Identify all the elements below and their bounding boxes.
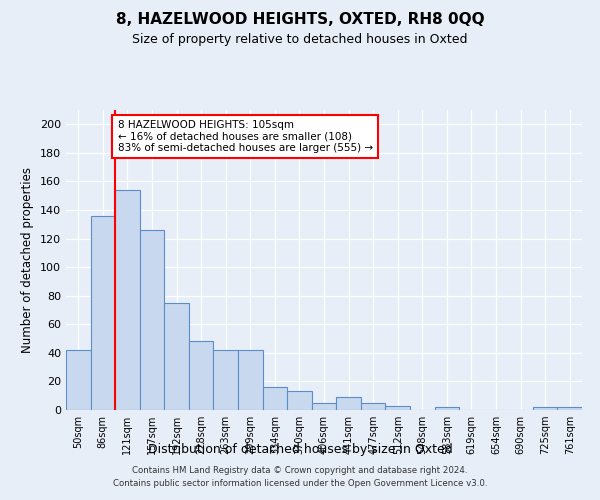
Text: Size of property relative to detached houses in Oxted: Size of property relative to detached ho…	[132, 32, 468, 46]
Bar	[164, 303, 189, 410]
Bar	[263, 387, 287, 410]
Bar	[336, 397, 361, 410]
Bar	[115, 190, 140, 410]
Bar	[385, 406, 410, 410]
Bar	[287, 392, 312, 410]
Text: Distribution of detached houses by size in Oxted: Distribution of detached houses by size …	[148, 442, 452, 456]
Bar	[66, 350, 91, 410]
Bar	[214, 350, 238, 410]
Bar	[91, 216, 115, 410]
Bar	[189, 342, 214, 410]
Text: 8 HAZELWOOD HEIGHTS: 105sqm
← 16% of detached houses are smaller (108)
83% of se: 8 HAZELWOOD HEIGHTS: 105sqm ← 16% of det…	[118, 120, 373, 153]
Bar	[140, 230, 164, 410]
Bar	[361, 403, 385, 410]
Bar	[434, 407, 459, 410]
Bar	[557, 407, 582, 410]
Bar	[312, 403, 336, 410]
Bar	[238, 350, 263, 410]
Text: 8, HAZELWOOD HEIGHTS, OXTED, RH8 0QQ: 8, HAZELWOOD HEIGHTS, OXTED, RH8 0QQ	[116, 12, 484, 28]
Bar	[533, 407, 557, 410]
Text: Contains HM Land Registry data © Crown copyright and database right 2024.
Contai: Contains HM Land Registry data © Crown c…	[113, 466, 487, 487]
Y-axis label: Number of detached properties: Number of detached properties	[22, 167, 34, 353]
